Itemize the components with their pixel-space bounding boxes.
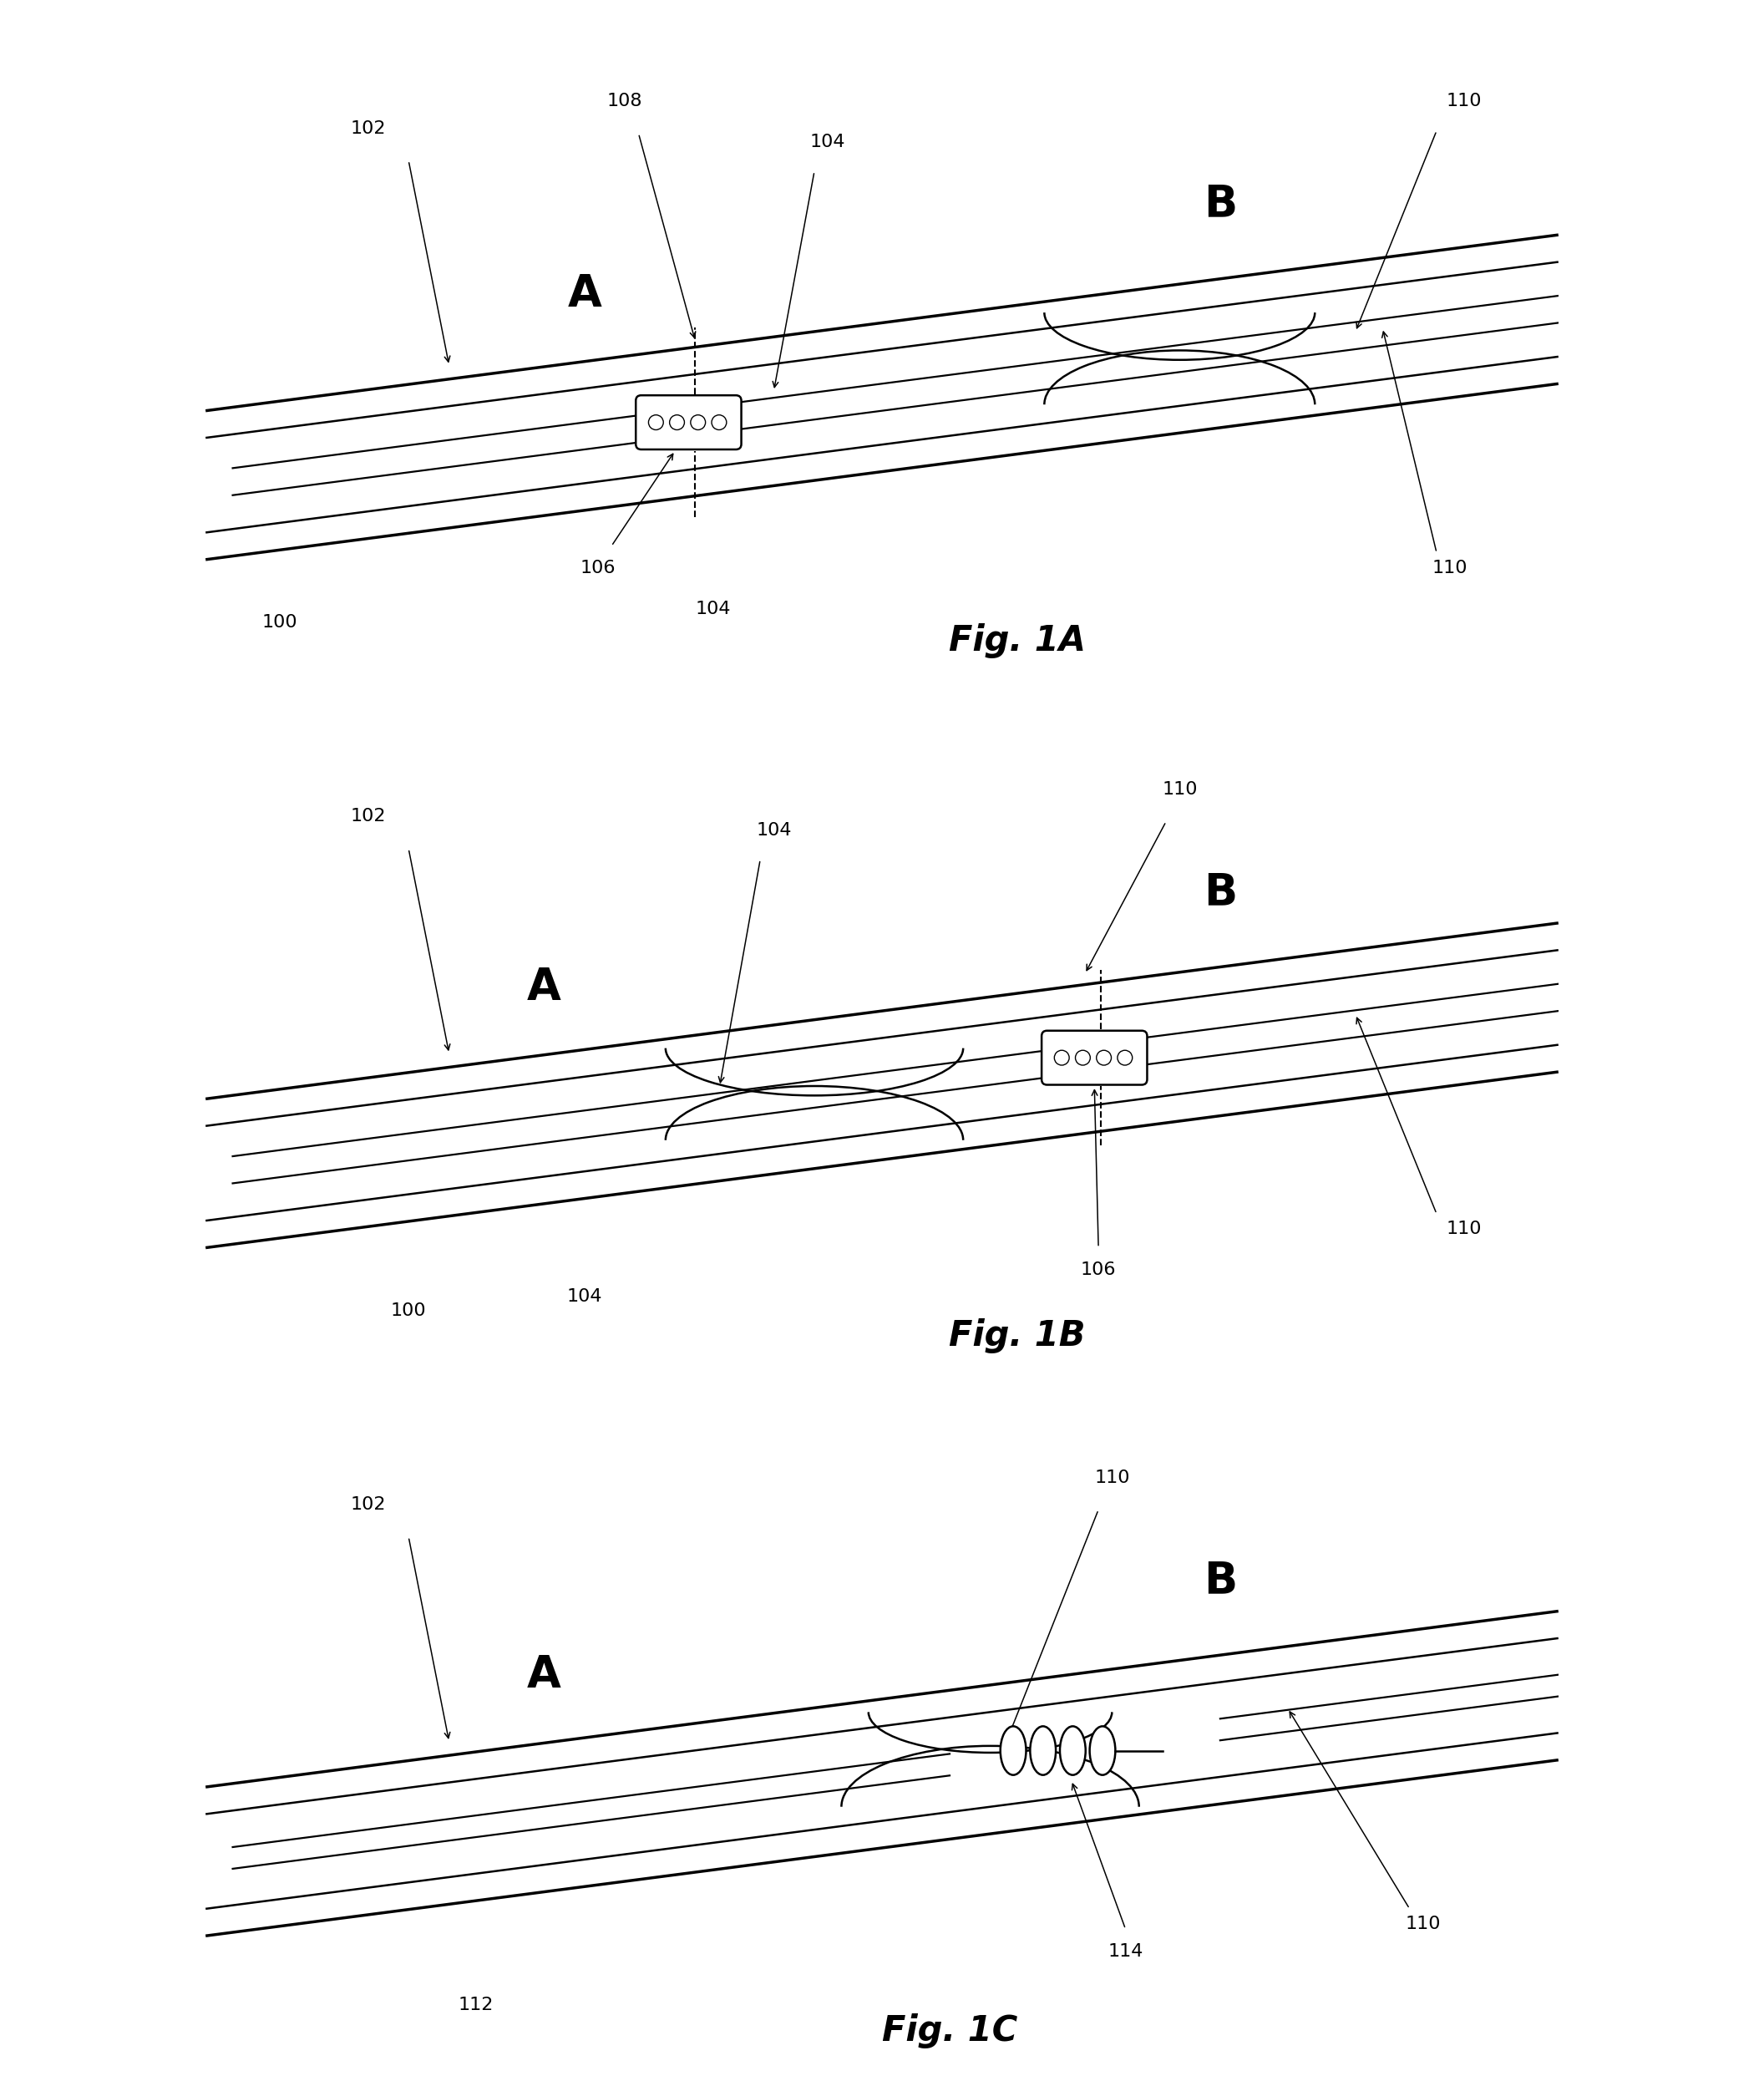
Text: 106: 106 <box>580 561 616 577</box>
Ellipse shape <box>1060 1727 1085 1775</box>
Text: 102: 102 <box>351 120 386 137</box>
Text: 110: 110 <box>1094 1470 1129 1486</box>
Text: 104: 104 <box>757 822 792 839</box>
Text: 104: 104 <box>810 133 845 149</box>
Text: A: A <box>568 272 602 316</box>
Text: 102: 102 <box>351 1497 386 1513</box>
Text: Fig. 1A: Fig. 1A <box>949 623 1087 658</box>
Text: 108: 108 <box>607 93 642 110</box>
Text: 110: 110 <box>1432 561 1468 577</box>
Text: 110: 110 <box>1406 1916 1441 1933</box>
Text: A: A <box>527 1655 561 1696</box>
Text: 106: 106 <box>1081 1262 1117 1279</box>
Text: B: B <box>1203 1559 1237 1603</box>
Text: 114: 114 <box>1108 1943 1143 1960</box>
Text: B: B <box>1203 870 1237 913</box>
Ellipse shape <box>1090 1727 1115 1775</box>
Text: 110: 110 <box>1446 1221 1482 1237</box>
Text: 112: 112 <box>459 1997 494 2014</box>
Text: 104: 104 <box>566 1289 602 1306</box>
Text: 100: 100 <box>392 1302 427 1318</box>
Ellipse shape <box>1000 1727 1027 1775</box>
FancyBboxPatch shape <box>1041 1030 1147 1086</box>
Text: Fig. 1B: Fig. 1B <box>949 1318 1085 1354</box>
Text: 100: 100 <box>263 614 298 631</box>
Text: B: B <box>1203 183 1237 226</box>
Text: 110: 110 <box>1162 781 1198 797</box>
Text: A: A <box>527 965 561 1009</box>
Ellipse shape <box>1030 1727 1057 1775</box>
Text: 104: 104 <box>695 600 730 617</box>
FancyBboxPatch shape <box>635 394 741 448</box>
Text: 102: 102 <box>351 808 386 824</box>
Text: Fig. 1C: Fig. 1C <box>882 2014 1018 2049</box>
Text: 110: 110 <box>1446 93 1482 110</box>
